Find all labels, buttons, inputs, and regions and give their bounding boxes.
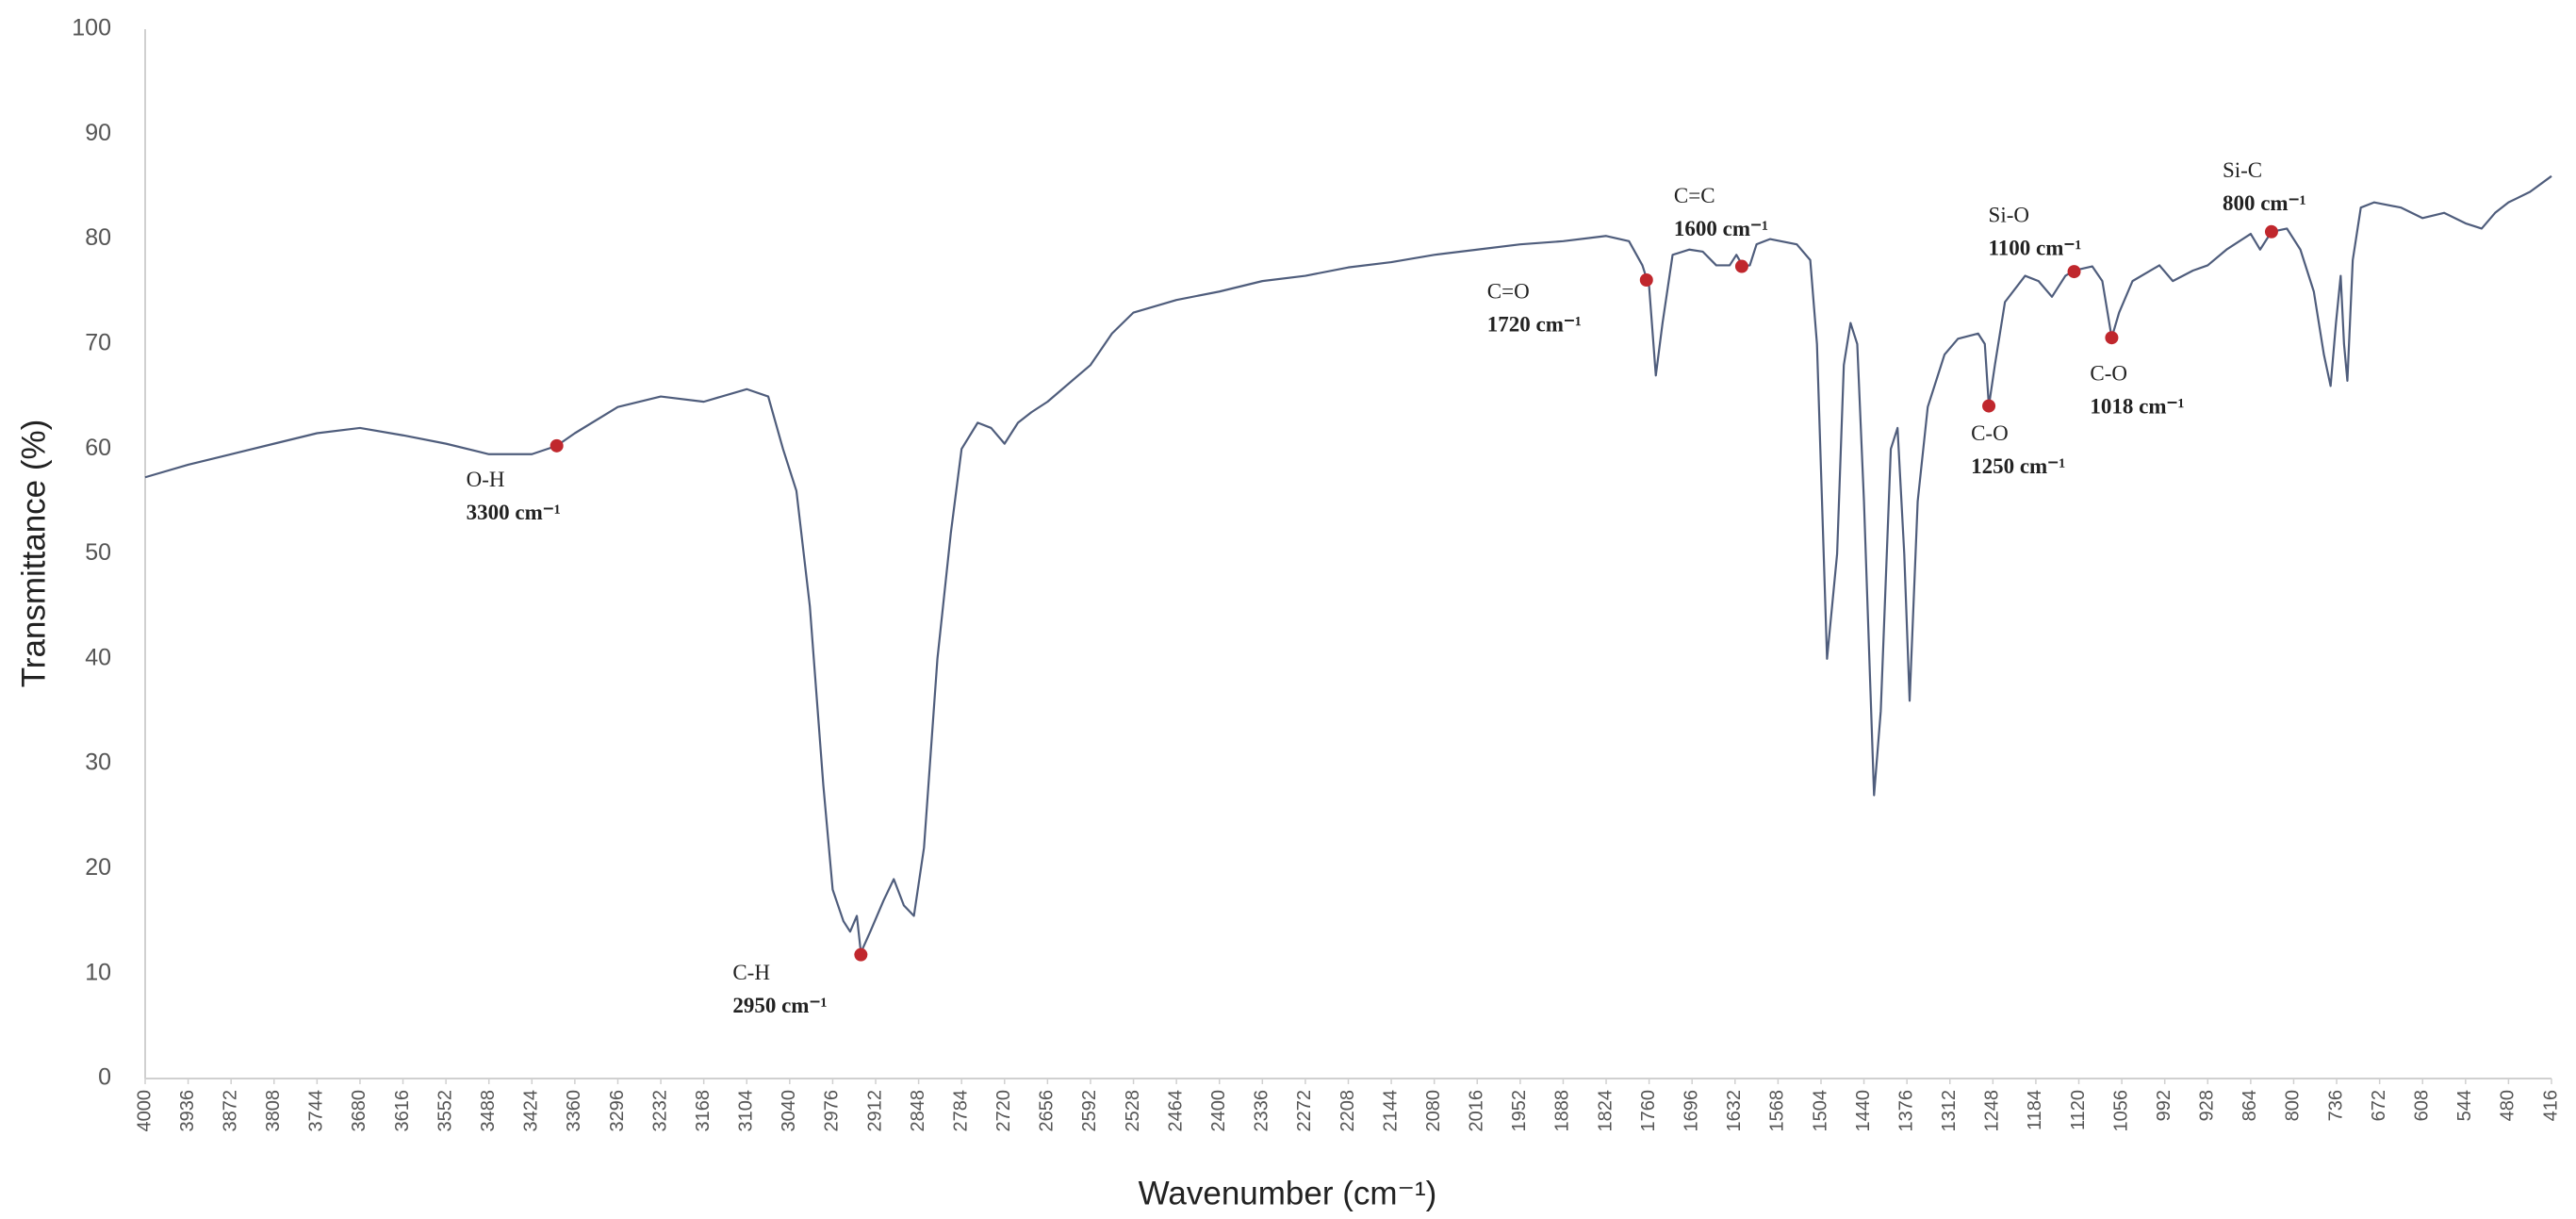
y-tick-label: 30	[85, 750, 111, 776]
x-tick-label: 3296	[607, 1090, 628, 1132]
y-tick-label: 0	[98, 1064, 111, 1091]
x-tick-label: 1440	[1853, 1090, 1874, 1132]
annotation-text: 800 cm⁻¹	[2223, 191, 2306, 215]
x-tick-label: 3040	[779, 1090, 799, 1132]
x-tick-label: 2528	[1123, 1090, 1143, 1132]
x-tick-label: 2912	[864, 1090, 885, 1132]
x-tick-label: 800	[2283, 1090, 2304, 1121]
x-tick-label: 3488	[478, 1090, 499, 1132]
y-tick-label: 40	[85, 644, 111, 670]
y-tick-label: 100	[72, 15, 111, 41]
x-tick-label: 3232	[649, 1090, 670, 1132]
y-tick-label: 60	[85, 435, 111, 461]
annotation-text: 1600 cm⁻¹	[1674, 217, 1768, 240]
x-tick-label: 1632	[1724, 1090, 1745, 1132]
x-tick-label: 736	[2325, 1090, 2346, 1121]
x-tick-label: 3360	[564, 1090, 584, 1132]
x-tick-label: 2592	[1079, 1090, 1100, 1132]
annotation-dot	[1982, 399, 1996, 413]
x-tick-label: 1504	[1810, 1090, 1830, 1132]
x-tick-label: 3936	[177, 1090, 198, 1132]
x-tick-label: 2208	[1337, 1090, 1358, 1132]
x-tick-label: 1824	[1595, 1090, 1616, 1132]
x-tick-label: 3616	[392, 1090, 413, 1132]
x-tick-label: 544	[2454, 1090, 2475, 1121]
annotation-dot	[1639, 273, 1653, 288]
x-axis-title: Wavenumber (cm⁻¹)	[1139, 1175, 1437, 1211]
x-tick-label: 2016	[1467, 1090, 1487, 1132]
x-tick-label: 3552	[435, 1090, 455, 1132]
x-tick-label: 1952	[1509, 1090, 1530, 1132]
x-tick-label: 2272	[1294, 1090, 1315, 1132]
x-tick-label: 3744	[306, 1090, 327, 1132]
x-tick-label: 1248	[1982, 1090, 2003, 1132]
x-tick-label: 672	[2369, 1090, 2389, 1121]
annotation-text: 2950 cm⁻¹	[732, 994, 827, 1017]
annotation-dot	[2264, 224, 2278, 239]
spectrum-line	[144, 174, 2552, 954]
x-tick-label: 928	[2197, 1090, 2218, 1121]
x-tick-label: 1888	[1552, 1090, 1573, 1132]
annotation-label: C-O	[1971, 421, 2009, 445]
x-tick-label: 3168	[693, 1090, 714, 1132]
x-tick-label: 2656	[1037, 1090, 1058, 1132]
y-tick-label: 90	[85, 120, 111, 146]
x-tick-label: 2144	[1380, 1090, 1401, 1132]
annotation-label: O-H	[467, 468, 505, 491]
x-tick-label: 1696	[1681, 1090, 1701, 1132]
x-tick-label: 2720	[993, 1090, 1014, 1132]
x-tick-label: 1760	[1638, 1090, 1659, 1132]
x-tick-label: 1312	[1939, 1090, 1960, 1132]
y-tick-label: 70	[85, 330, 111, 356]
annotation-label: C=O	[1487, 279, 1530, 303]
x-tick-label: 2784	[950, 1090, 971, 1132]
x-tick-label: 416	[2540, 1090, 2561, 1121]
annotation-dot	[2105, 331, 2119, 345]
x-tick-label: 2848	[908, 1090, 928, 1132]
x-tick-label: 480	[2498, 1090, 2519, 1121]
y-tick-label: 10	[85, 959, 111, 985]
annotation-label: C-O	[2090, 362, 2127, 386]
annotation-dot	[2067, 265, 2081, 279]
annotation-label: Si-O	[1989, 203, 2029, 226]
x-tick-label: 3808	[263, 1090, 284, 1132]
annotation-text: 3300 cm⁻¹	[467, 501, 561, 524]
x-tick-label: 3680	[349, 1090, 369, 1132]
x-tick-label: 3872	[220, 1090, 240, 1132]
annotation-dot	[550, 438, 564, 453]
annotation-label: Si-C	[2223, 158, 2262, 182]
y-tick-label: 50	[85, 539, 111, 566]
x-tick-label: 1568	[1767, 1090, 1788, 1132]
x-tick-label: 3104	[736, 1090, 757, 1132]
y-axis-title: Transmittance (%)	[15, 420, 52, 688]
annotation-label: C=C	[1674, 184, 1715, 207]
x-tick-label: 2080	[1423, 1090, 1444, 1132]
x-tick-label: 3424	[521, 1090, 542, 1132]
x-tick-label: 2336	[1252, 1090, 1272, 1132]
annotation-dot	[1734, 259, 1748, 273]
x-tick-label: 992	[2154, 1090, 2174, 1121]
x-tick-label: 864	[2240, 1090, 2260, 1121]
x-tick-label: 2976	[822, 1090, 843, 1132]
x-tick-label: 1056	[2110, 1090, 2131, 1132]
x-tick-label: 2464	[1165, 1090, 1186, 1132]
annotation-text: 1100 cm⁻¹	[1989, 236, 2082, 259]
x-tick-label: 2400	[1208, 1090, 1229, 1132]
x-tick-label: 1184	[2025, 1090, 2045, 1130]
annotation-text: 1720 cm⁻¹	[1487, 312, 1582, 336]
y-tick-label: 20	[85, 854, 111, 881]
x-tick-label: 608	[2412, 1090, 2433, 1121]
annotation-dot	[854, 947, 868, 962]
annotation-text: 1018 cm⁻¹	[2090, 395, 2184, 419]
annotation-text: 1250 cm⁻¹	[1971, 454, 2065, 478]
y-tick-label: 80	[85, 224, 111, 251]
x-tick-label: 1376	[1895, 1090, 1916, 1132]
x-tick-label: 1120	[2068, 1090, 2089, 1130]
x-tick-label: 4000	[134, 1090, 155, 1132]
annotation-label: C-H	[732, 961, 770, 984]
